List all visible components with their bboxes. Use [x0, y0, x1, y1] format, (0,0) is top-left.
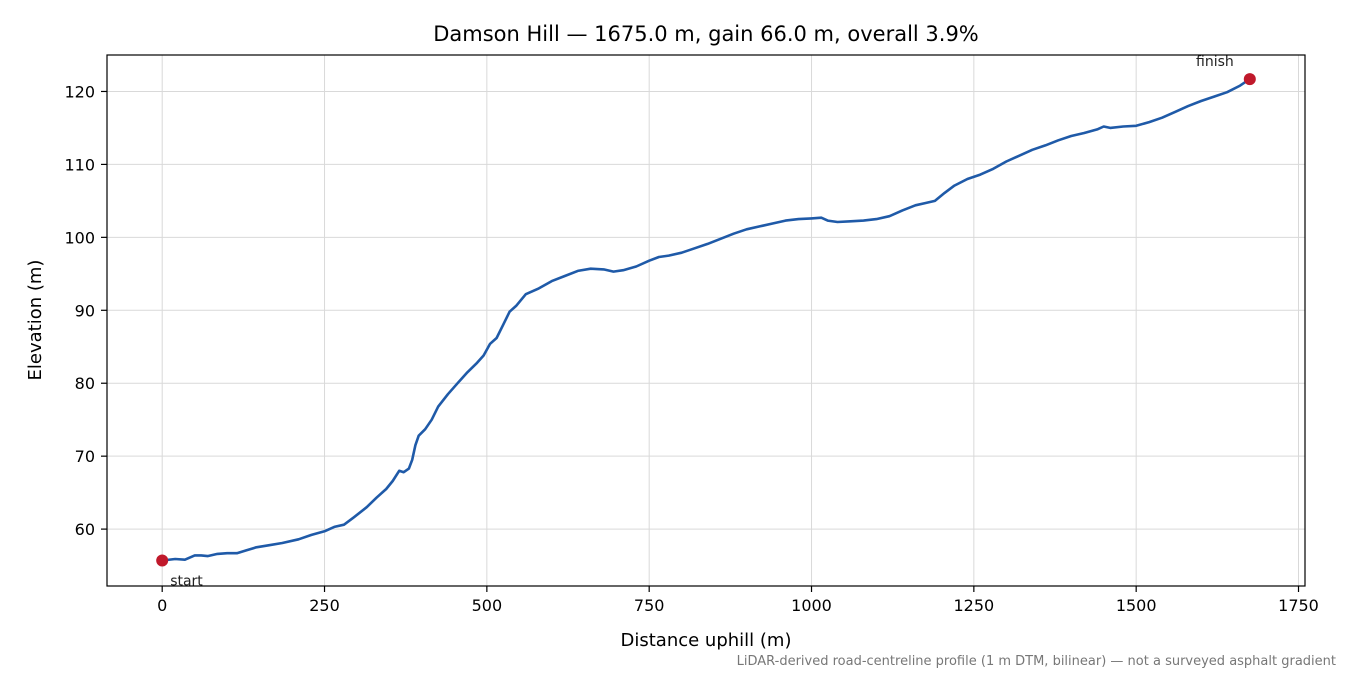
x-axis-label: Distance uphill (m) [621, 630, 792, 651]
x-tick-label: 500 [472, 596, 503, 615]
y-tick-label: 70 [75, 447, 95, 466]
caption-note: LiDAR-derived road-centreline profile (1… [737, 654, 1336, 669]
y-tick-label: 60 [75, 520, 95, 539]
x-tick-label: 0 [157, 596, 167, 615]
x-tick-label: 250 [309, 596, 340, 615]
y-tick-label: 90 [75, 301, 95, 320]
y-tick-label: 110 [64, 155, 95, 174]
series-layer [162, 78, 1251, 562]
x-tick-label: 1250 [953, 596, 994, 615]
finish-marker [1243, 73, 1256, 86]
x-tick-label: 750 [634, 596, 665, 615]
start-label: start [170, 573, 203, 589]
elevation-profile-line [162, 78, 1251, 562]
marker-layer: start finish [156, 54, 1256, 589]
x-tick-label: 1000 [791, 596, 832, 615]
finish-label: finish [1196, 54, 1234, 70]
grid-lines [107, 55, 1305, 586]
start-marker [156, 554, 169, 567]
y-tick-label: 80 [75, 374, 95, 393]
x-tick-label: 1500 [1116, 596, 1157, 615]
x-tick-label: 1750 [1278, 596, 1319, 615]
chart-title: Damson Hill — 1675.0 m, gain 66.0 m, ove… [433, 22, 979, 46]
axis-ticks: 0 250 500 750 1000 1250 1500 1750 60 70 80 90 100 110… [64, 82, 1318, 615]
y-axis-label: Elevation (m) [25, 260, 46, 381]
y-tick-label: 100 [64, 228, 95, 247]
plot-frame [106, 54, 1306, 587]
y-tick-label: 120 [64, 82, 95, 101]
